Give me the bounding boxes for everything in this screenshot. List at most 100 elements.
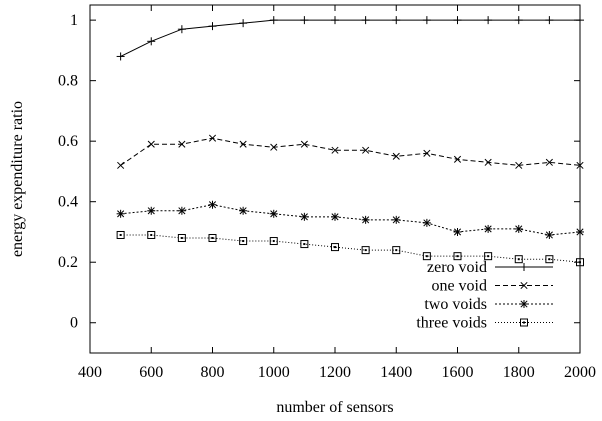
data-point: [331, 243, 339, 252]
data-point: [239, 19, 248, 28]
data-point: [177, 25, 186, 34]
data-point: [453, 252, 462, 261]
legend-label: zero void: [427, 259, 487, 276]
data-point: [545, 255, 554, 264]
data-point: [147, 230, 156, 239]
data-point: [545, 158, 553, 166]
legend-item: two voids: [424, 296, 553, 313]
data-point: [453, 227, 462, 236]
data-point: [453, 16, 462, 25]
data-point: [392, 16, 401, 25]
data-point: [362, 146, 370, 154]
x-tick-label: 1200: [319, 364, 351, 381]
data-point: [576, 227, 584, 236]
legend-marker: [520, 300, 528, 308]
data-point: [422, 16, 431, 25]
legend-item: one void: [431, 278, 553, 295]
data-point: [239, 206, 248, 215]
x-tick-label: 1600: [442, 364, 474, 381]
data-point: [331, 212, 339, 221]
data-point: [545, 16, 554, 25]
legend-item: three voids: [416, 315, 553, 332]
data-point: [484, 224, 493, 233]
data-point: [147, 37, 156, 46]
data-point: [484, 252, 493, 261]
y-axis-label: energy expenditure ratio: [9, 101, 26, 257]
series-three-voids: [116, 230, 584, 267]
data-point: [423, 149, 431, 157]
data-point: [300, 16, 309, 25]
x-tick-label: 1000: [258, 364, 290, 381]
data-point: [117, 161, 125, 169]
data-point: [270, 143, 278, 151]
data-point: [300, 240, 309, 249]
y-tick-label: 0.2: [58, 254, 78, 271]
data-point: [392, 246, 401, 255]
plot-frame: [89, 4, 581, 354]
data-point: [484, 158, 492, 166]
x-tick-label: 1400: [380, 364, 412, 381]
series-zero-void: [116, 16, 584, 61]
data-point: [300, 140, 308, 148]
series-one-void: [117, 134, 584, 169]
data-point: [147, 140, 155, 148]
data-point: [515, 161, 523, 169]
legend-marker: [520, 281, 528, 290]
data-point: [208, 234, 217, 243]
data-point: [361, 16, 370, 25]
data-point: [514, 255, 523, 264]
data-point: [392, 152, 400, 160]
series-line: [120, 234, 581, 263]
data-point: [239, 140, 247, 148]
data-point: [116, 230, 125, 239]
x-tick-label: 800: [201, 364, 225, 381]
legend-label: two voids: [424, 296, 487, 313]
series-two-voids: [116, 200, 584, 239]
data-point: [453, 155, 462, 163]
legend-label: one void: [431, 278, 487, 295]
data-point: [545, 230, 554, 239]
x-tick-label: 1800: [503, 364, 535, 381]
data-point: [177, 206, 186, 215]
data-point: [300, 212, 309, 221]
x-tick-label: 600: [139, 364, 163, 381]
x-tick-label: 2000: [564, 364, 596, 381]
data-point: [576, 161, 584, 169]
legend-label: three voids: [416, 315, 487, 332]
legend-marker: [520, 263, 528, 271]
series-line: [120, 19, 580, 57]
data-point: [576, 258, 584, 267]
series-line: [120, 137, 581, 166]
y-tick-label: 0.4: [58, 194, 78, 211]
data-point: [422, 252, 431, 261]
x-axis-label: number of sensors: [276, 399, 393, 416]
data-point: [208, 134, 217, 142]
y-tick-label: 0.6: [58, 133, 78, 150]
y-tick-label: 1: [70, 12, 78, 29]
legend-marker: [520, 318, 528, 327]
series-line: [120, 204, 581, 236]
data-point: [484, 16, 493, 25]
data-point: [116, 209, 125, 218]
data-point: [331, 16, 339, 25]
axis-ticks: 400 600 800 1000 1200 1400 1600 1800 2000 0 0.2 0.4…: [58, 5, 596, 381]
data-point: [269, 209, 278, 218]
x-tick-label: 400: [78, 364, 102, 381]
data-point: [514, 224, 523, 233]
legend-item: zero void: [427, 259, 553, 276]
data-point: [392, 215, 401, 224]
data-point: [177, 234, 186, 243]
data-point: [331, 146, 339, 154]
data-point: [422, 218, 431, 227]
data-point: [178, 140, 186, 148]
data-point: [208, 200, 217, 209]
data-point: [576, 16, 584, 25]
y-tick-label: 0: [70, 315, 78, 332]
data-point: [514, 16, 523, 25]
data-point: [208, 22, 217, 31]
series-layer: [116, 16, 584, 267]
data-point: [147, 206, 156, 215]
data-point: [361, 215, 370, 224]
